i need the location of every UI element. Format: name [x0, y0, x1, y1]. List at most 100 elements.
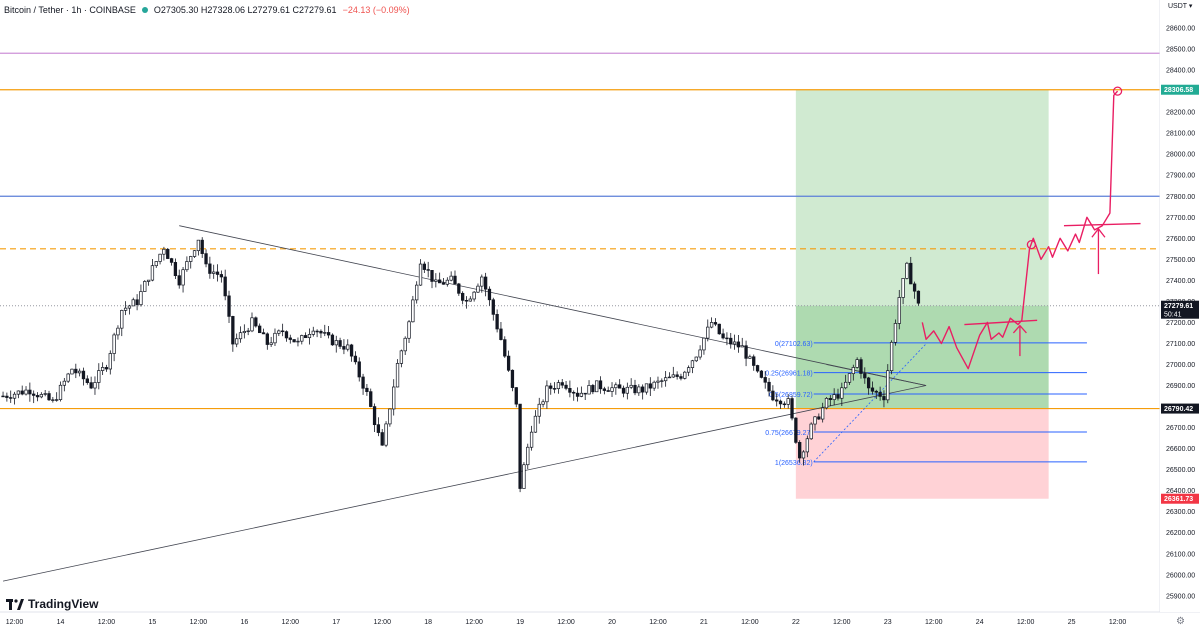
candle-body [120, 310, 124, 329]
horizontal-levels [0, 52, 1160, 410]
candle-body [246, 330, 250, 333]
candle-body [58, 384, 63, 400]
time-axis[interactable]: 12:00 14 12:00 15 12:00 16 12:00 17 12:00 18 12:00… [6, 619, 1127, 626]
time-tick-label: 12:00 [1109, 619, 1127, 626]
price-tick-label: 27400.00 [1166, 278, 1195, 285]
candle-body [533, 415, 538, 433]
candle-body [112, 334, 116, 354]
candle-body [686, 367, 691, 373]
candle-body [556, 382, 561, 390]
candle-body [510, 369, 515, 388]
time-tick-label: 21 [700, 619, 708, 626]
candle-body [487, 288, 492, 301]
candle-body [288, 337, 292, 340]
candle-body [602, 388, 607, 391]
candle-body [821, 407, 825, 420]
candle-body [97, 370, 101, 383]
fib-level-label: 0.25(26961.18) [765, 371, 812, 378]
candle-body [81, 370, 86, 380]
candle-body [418, 263, 423, 286]
candle-body [690, 360, 695, 368]
candle-body [801, 451, 806, 459]
time-tick-label: 12:00 [833, 619, 851, 626]
price-tick-label: 27100.00 [1166, 341, 1195, 348]
candle-body [679, 376, 683, 379]
candle-body [269, 342, 273, 345]
candle-body [671, 374, 675, 378]
candle-body [300, 335, 304, 342]
time-tick-label: 18 [424, 619, 432, 626]
candle-body [215, 271, 220, 275]
fib-diagonal [813, 342, 928, 463]
candle-body [181, 269, 185, 286]
fib-retracement[interactable]: 0(27102.63) 0.25(26961.18) 0.5(26859.72) 0.… [765, 341, 1087, 467]
time-tick-label: 20 [608, 619, 616, 626]
candle-body [208, 263, 212, 274]
candle-body [870, 387, 875, 392]
candle-body [430, 270, 434, 282]
candle-body [441, 282, 446, 285]
candle-body [311, 330, 315, 335]
candle-body [227, 295, 231, 317]
price-tick-label: 26400.00 [1166, 488, 1195, 495]
candle-body [648, 383, 652, 389]
candle-body [376, 424, 381, 433]
candle-body [874, 390, 878, 393]
candle-body [361, 376, 365, 389]
candle-body [572, 391, 576, 394]
candle-body [882, 396, 886, 401]
candle-body [43, 393, 47, 395]
triangle-trendlines[interactable] [2, 225, 927, 582]
symbol-title[interactable]: Bitcoin / Tether · 1h · COINBASE [4, 5, 136, 15]
candle-body [296, 340, 300, 343]
candle-body [729, 337, 733, 345]
level-price-label-bg [1161, 403, 1199, 414]
candle-body [35, 395, 40, 398]
time-tick-label: 12:00 [6, 619, 24, 626]
candle-body [625, 386, 629, 394]
candle-body [273, 332, 277, 344]
candle-body [77, 370, 82, 374]
price-change: −24.13 (−0.09%) [342, 5, 410, 15]
candle-body [150, 265, 155, 281]
candle-body [24, 389, 28, 395]
currency-selector[interactable]: USDT ▾ [1168, 3, 1193, 10]
candle-body [767, 381, 771, 392]
position-tool[interactable] [795, 89, 1049, 499]
level-price-label-bg [1161, 84, 1199, 95]
candle-body [250, 317, 254, 332]
price-tick-label: 28500.00 [1166, 47, 1195, 54]
candle-body [855, 359, 859, 368]
candle-body [169, 258, 174, 263]
candle-body [633, 384, 637, 394]
candle-body [231, 316, 235, 345]
candle-body [449, 275, 453, 281]
candle-body [503, 339, 507, 357]
candle-body [859, 359, 863, 374]
price-tick-label: 27500.00 [1166, 257, 1195, 264]
stop-price-label-bg [1161, 493, 1199, 504]
candle-body [499, 328, 503, 340]
position-stop-zone [795, 408, 1049, 499]
candle-body [162, 248, 166, 255]
candle-body [1, 395, 5, 398]
candle-body [621, 387, 626, 394]
candle-body [415, 284, 419, 301]
price-tick-label: 26500.00 [1166, 467, 1195, 474]
candle-body [794, 417, 798, 443]
fib-level-label: 0.75(26679.27) [765, 430, 812, 437]
candle-body [357, 361, 361, 378]
target-circle-2 [1112, 86, 1123, 96]
hand-drawn-projection[interactable] [921, 86, 1141, 370]
time-tick-label: 22 [792, 619, 800, 626]
candle-body [70, 368, 74, 375]
tradingview-logo[interactable]: TradingView [6, 597, 98, 611]
candle-body [464, 299, 469, 302]
candle-body [755, 365, 760, 372]
candle-body [706, 326, 710, 339]
settings-gear-icon[interactable]: ⚙ [1176, 616, 1185, 627]
candle-body [721, 333, 725, 339]
time-tick-label: 12:00 [557, 619, 575, 626]
